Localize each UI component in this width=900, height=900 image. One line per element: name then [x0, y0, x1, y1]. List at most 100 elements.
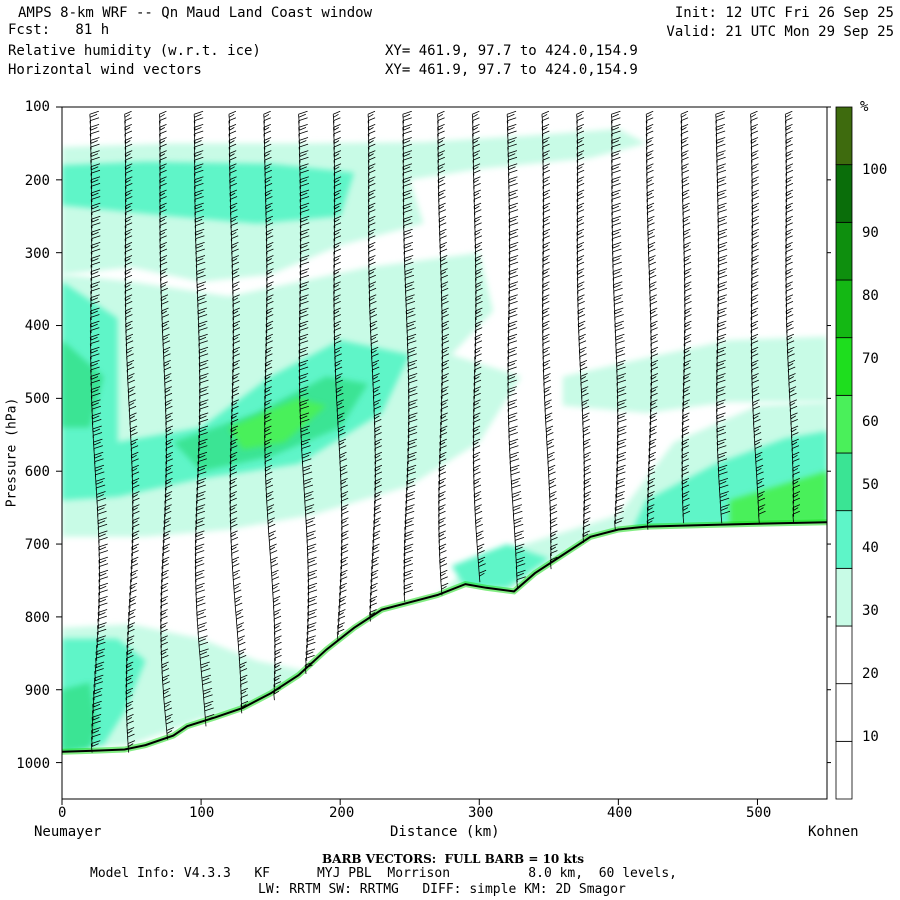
terrain-fill — [62, 522, 827, 799]
rh-area-60 — [228, 398, 327, 450]
x-axis — [61, 799, 758, 805]
colorbar-label: 80 — [862, 288, 879, 304]
colorbar-swatch — [835, 164, 853, 223]
colorbar-swatch — [835, 394, 853, 454]
barb-shaft — [159, 110, 174, 740]
barb-column — [576, 110, 592, 543]
colorbar-swatch — [835, 683, 853, 742]
barb-shaft — [263, 110, 282, 701]
barb-shaft — [715, 110, 731, 524]
barb-column — [124, 110, 140, 753]
barb-legend: BARB VECTORS: FULL BARB = 10 kts — [322, 852, 585, 866]
x-tick-label: 400 — [607, 805, 633, 821]
rh-area-50 — [62, 340, 104, 428]
wind-barbs — [89, 110, 801, 753]
barb-column — [332, 110, 349, 642]
barb-column — [89, 110, 109, 753]
barb-shaft — [541, 110, 558, 570]
barb-column — [402, 110, 418, 602]
barb-shaft — [645, 110, 659, 530]
barb-column — [263, 110, 282, 701]
rh-area-30 — [562, 336, 827, 413]
barb-column — [750, 110, 766, 524]
y-axis — [56, 106, 831, 764]
barb-shaft — [228, 110, 249, 714]
rh-contours — [62, 128, 827, 752]
colorbar-swatch — [835, 337, 853, 396]
valid-time: Valid: 21 UTC Mon 29 Sep 25 — [666, 24, 894, 40]
x-tick-label: 300 — [468, 805, 494, 821]
barb-column — [506, 110, 526, 589]
forecast-hour: Fcst: 81 h — [8, 22, 110, 38]
barb-shaft — [402, 110, 418, 602]
barb-column — [159, 110, 174, 740]
y-tick-label: 700 — [24, 537, 50, 553]
colorbar — [835, 106, 853, 800]
barb-column — [715, 110, 731, 524]
y-tick-label: 1000 — [16, 756, 50, 772]
y-tick-label: 300 — [24, 246, 50, 262]
init-time: Init: 12 UTC Fri 26 Sep 25 — [674, 5, 894, 21]
barb-column — [193, 110, 215, 727]
barb-column — [437, 110, 450, 596]
colorbar-swatch — [835, 452, 853, 512]
colorbar-label: 20 — [862, 666, 879, 682]
barb-shaft — [680, 110, 692, 524]
terrain — [62, 519, 827, 799]
colorbar-unit: % — [860, 99, 869, 115]
colorbar-swatch — [835, 567, 853, 627]
xy-range-wind: XY= 461.9, 97.7 to 424.0,154.9 — [385, 62, 638, 78]
barb-shaft — [576, 110, 592, 543]
rh-area-40 — [451, 544, 549, 588]
barb-shaft — [298, 110, 318, 675]
barb-column — [680, 110, 692, 524]
barb-shaft — [750, 110, 766, 524]
right-endpoint-label: Kohnen — [808, 824, 859, 840]
barb-shaft — [471, 110, 487, 583]
y-tick-label: 100 — [24, 99, 50, 115]
barb-column — [471, 110, 487, 583]
barb-shaft — [784, 110, 801, 524]
x-tick-label: 500 — [746, 805, 772, 821]
rh-area-40 — [62, 281, 410, 501]
colorbar-swatch — [835, 106, 853, 166]
colorbar-swatch — [835, 740, 853, 800]
colorbar-label: 50 — [862, 477, 879, 493]
y-axis-title: Pressure (hPa) — [4, 397, 20, 508]
colorbar-label: 30 — [862, 603, 879, 619]
barb-shaft — [124, 110, 140, 753]
x-axis-title: Distance (km) — [390, 824, 500, 840]
plot-frame — [61, 106, 828, 800]
model-physics: LW: RRTM SW: RRTMG DIFF: simple KM: 2D S… — [258, 882, 626, 897]
rh-area-60 — [729, 471, 827, 527]
colorbar-label: 10 — [862, 729, 879, 745]
barb-shaft — [193, 110, 215, 727]
rh-area-30 — [62, 624, 382, 752]
y-tick-label: 400 — [24, 318, 50, 334]
barb-column — [541, 110, 558, 570]
colorbar-label: 40 — [862, 540, 879, 556]
colorbar-swatch — [835, 510, 853, 569]
colorbar-label: 90 — [862, 225, 879, 241]
terrain-surface-line — [62, 521, 827, 753]
chart-title: AMPS 8-km WRF -- Qn Maud Land Coast wind… — [18, 5, 373, 21]
y-tick-label: 800 — [24, 610, 50, 626]
barb-column — [645, 110, 659, 530]
barb-column — [611, 110, 627, 530]
rh-area-50 — [62, 682, 97, 752]
field-label-wind: Horizontal wind vectors — [8, 62, 202, 78]
y-tick-label: 900 — [24, 683, 50, 699]
colorbar-swatch — [835, 279, 853, 339]
rh-area-30 — [437, 402, 827, 595]
barb-shaft — [332, 110, 349, 642]
colorbar-label: 60 — [862, 414, 879, 430]
rh-area-40 — [62, 161, 355, 224]
x-tick-label: 0 — [58, 805, 67, 821]
barb-shaft — [89, 110, 109, 753]
barb-column — [298, 110, 318, 675]
barb-column — [784, 110, 801, 524]
barb-shaft — [506, 110, 526, 589]
colorbar-swatch — [835, 221, 853, 281]
left-endpoint-label: Neumayer — [34, 824, 102, 840]
